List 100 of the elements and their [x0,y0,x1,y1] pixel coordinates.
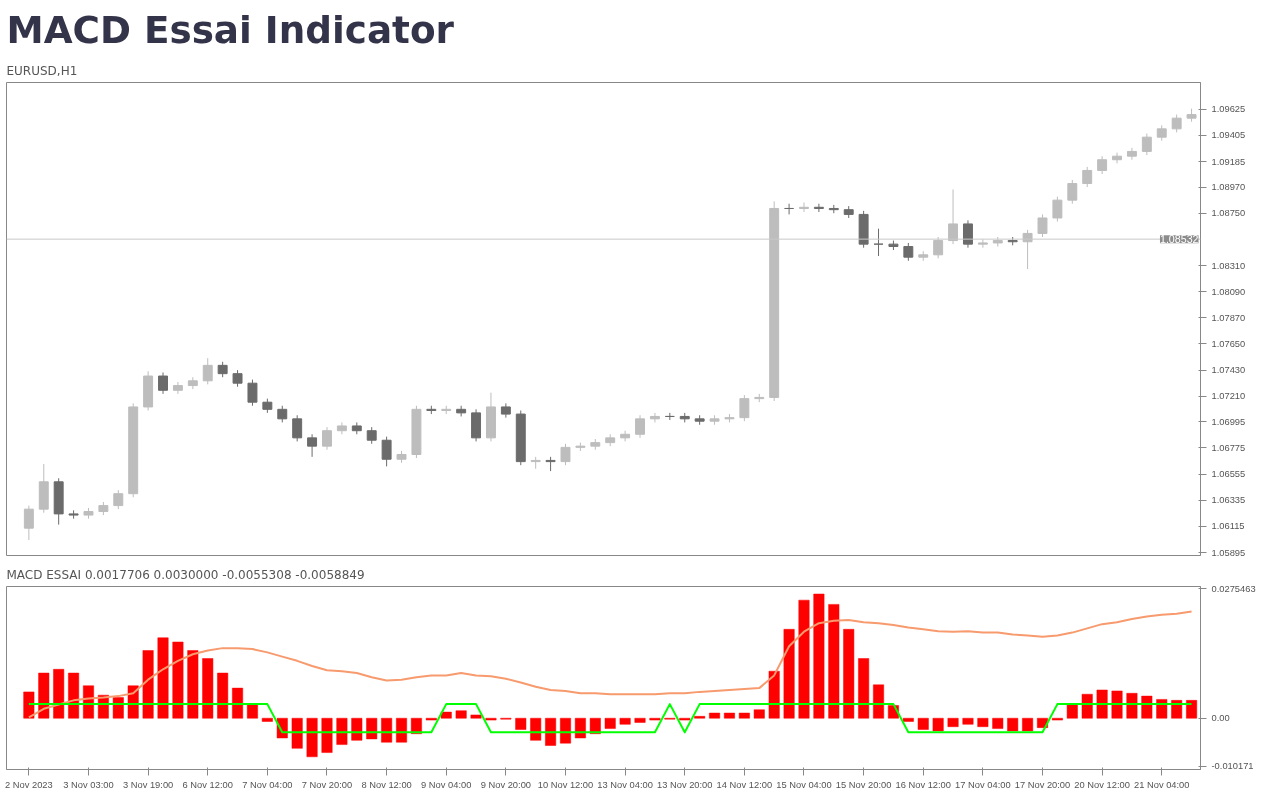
bar [843,629,855,719]
candlestick [172,381,183,395]
bar [917,717,929,730]
bar [545,717,557,746]
bar [1007,717,1019,732]
bar [858,658,870,719]
y-tick-label: 1.07650 [1211,338,1246,349]
x-tick-label: 13 Nov 20:00 [656,779,713,790]
bar [723,712,735,719]
y-tick-label: 0.00 [1211,713,1230,724]
bar [992,717,1004,729]
bar [336,717,348,745]
bar [306,717,318,758]
y-tick-label: 1.06115 [1211,521,1245,532]
y-tick-label: 1.09625 [1211,104,1246,115]
candlestick [873,228,884,257]
y-tick-label: 1.06335 [1211,495,1246,506]
x-tick-label: 7 Nov 20:00 [301,779,353,790]
bar [232,687,244,719]
bar [947,717,959,727]
y-tick-label: 0.0275463 [1211,583,1256,594]
candlestick [307,433,318,458]
bar [321,717,333,753]
bar [396,717,407,743]
x-tick-label: 13 Nov 04:00 [597,779,653,790]
line-series [27,610,1193,719]
y-tick-label: 1.06995 [1211,416,1246,427]
bar [440,711,452,719]
bar [873,684,884,719]
x-tick-label: 10 Nov 12:00 [537,779,594,790]
bar [813,593,825,719]
candlestick [247,379,258,407]
y-tick-label: 1.07210 [1211,391,1246,402]
bar [53,669,65,719]
bar [366,717,378,740]
x-tick-label: 3 Nov 19:00 [122,779,174,790]
candlestick [635,414,645,439]
candlestick [158,371,168,395]
bar [291,717,303,749]
y-tick-label: 1.06775 [1211,442,1246,453]
bar [455,710,467,719]
candlestick [202,357,213,385]
bar [738,712,750,719]
y-tick-label: 1.08090 [1211,286,1246,297]
candlestick [1052,196,1063,223]
candlestick [1126,147,1137,161]
bar [1126,693,1138,719]
bar [1022,717,1034,732]
x-tick-label: 15 Nov 20:00 [835,779,892,790]
bar [798,599,810,719]
bar [68,672,80,719]
y-tick-label: 1.07430 [1211,365,1246,376]
bar [23,691,35,719]
x-tick-label: 8 Nov 12:00 [361,779,412,790]
x-tick-label: 9 Nov 04:00 [421,779,472,790]
bar [768,670,780,719]
x-tick-label: 7 Nov 04:00 [242,779,293,790]
bar [709,712,721,719]
y-tick-label: 1.08310 [1211,260,1246,271]
x-tick-label: 20 Nov 12:00 [1074,779,1130,790]
candlestick [381,436,392,467]
bar [962,717,974,725]
bar [1141,695,1153,719]
candlestick [620,430,631,442]
bar [828,604,840,719]
candlestick [962,219,973,249]
candlestick [813,203,824,213]
bar [1081,693,1093,719]
candlestick [336,421,347,435]
candlestick [1067,179,1078,205]
bar [977,717,989,727]
candlestick [560,443,571,466]
y-tick-label: 1.09405 [1211,130,1246,141]
bar [246,704,258,719]
candlestick [799,202,809,213]
bar [112,697,124,719]
candlestick [649,412,660,423]
candlestick [322,426,332,451]
bar [753,709,765,719]
bar [932,717,944,732]
x-tick-label: 3 Nov 03:00 [63,779,114,790]
bar [604,717,616,729]
chart-title: MACD Essai Indicator [6,7,455,52]
bar [574,717,586,739]
candlestick [113,489,124,510]
bar [187,650,199,719]
bar [261,717,273,722]
bar [381,717,393,743]
y-tick-label: 1.08970 [1211,182,1246,193]
candlestick [292,414,303,442]
bar [1186,700,1198,719]
x-tick-label: 15 Nov 04:00 [776,779,832,790]
bar [515,717,527,730]
bar [619,717,631,725]
y-tick-label: 1.08750 [1211,208,1246,219]
bar [172,641,184,719]
y-tick-label: 1.07870 [1211,312,1246,323]
x-tick-label: 2 Nov 2023 [5,779,53,790]
x-tick-label: 14 Nov 12:00 [716,779,773,790]
bar [530,717,542,741]
